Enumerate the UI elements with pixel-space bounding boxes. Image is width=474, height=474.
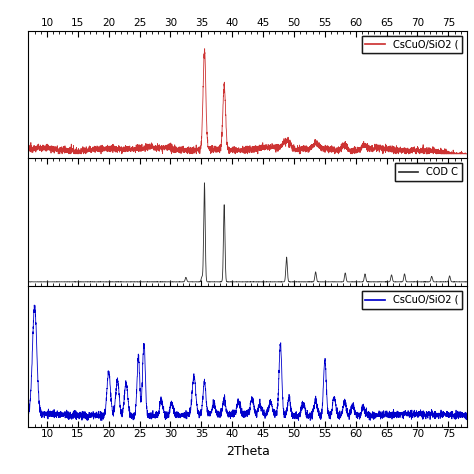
Legend: COD C: COD C [395,164,462,181]
Legend: CsCuO/SiO2 (: CsCuO/SiO2 ( [362,36,462,54]
X-axis label: 2Theta: 2Theta [226,445,270,458]
Legend: CsCuO/SiO2 (: CsCuO/SiO2 ( [362,291,462,309]
